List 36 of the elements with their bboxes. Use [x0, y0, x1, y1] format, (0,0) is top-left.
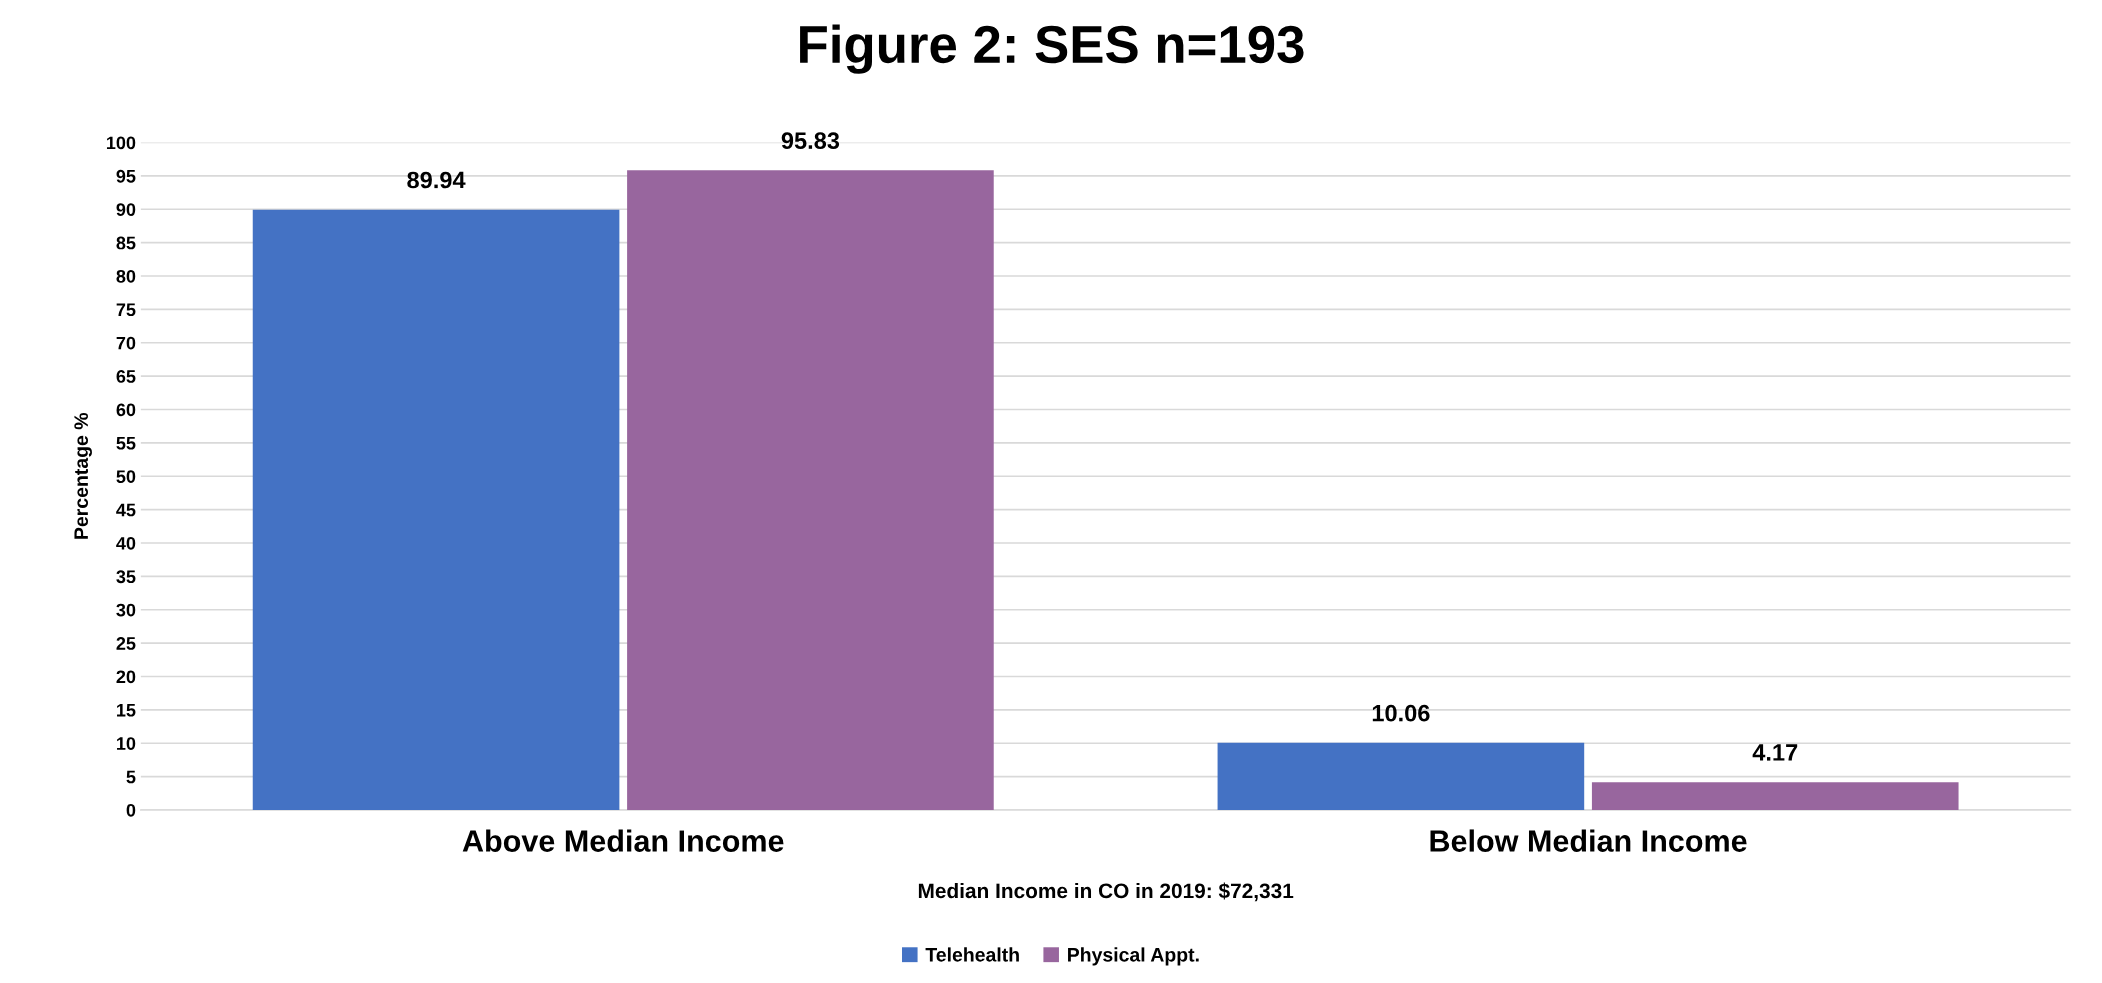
y-tick-label: 35 [116, 570, 136, 584]
legend-label: Telehealth [925, 947, 1019, 962]
y-tick-label: 40 [116, 536, 136, 550]
y-tick-label: 90 [116, 203, 136, 216]
data-label: 10.06 [1372, 704, 1430, 722]
y-tick-label: 45 [116, 503, 136, 517]
data-label: 89.94 [407, 171, 466, 189]
data-label: 95.83 [781, 132, 840, 150]
y-tick-label: 30 [116, 603, 136, 617]
y-tick-label: 60 [116, 403, 136, 417]
y-tick-label: 50 [116, 470, 136, 483]
y-tick-label: 25 [116, 637, 136, 650]
y-tick-label: 65 [116, 370, 136, 383]
y-tick-label: 5 [126, 770, 136, 784]
y-tick-label: 55 [116, 437, 136, 450]
y-tick-label: 70 [116, 336, 136, 350]
y-tick-label: 100 [106, 136, 136, 150]
y-tick-label: 80 [116, 269, 136, 283]
y-tick-label: 10 [117, 737, 136, 750]
chart-title: Figure 2: SES n=193 [800, 24, 1304, 74]
x-axis-title: Median Income in CO in 2019: $72,331 [918, 882, 1294, 902]
bar [627, 170, 994, 810]
data-label: 4.17 [1752, 744, 1798, 761]
y-tick-label: 85 [116, 236, 136, 250]
bar [1591, 782, 1959, 810]
y-tick-label: 20 [116, 670, 136, 684]
y-tick-label: 15 [117, 703, 136, 717]
y-axis-title: Percentage % [74, 413, 92, 539]
y-tick-label: 75 [116, 303, 136, 317]
bar [1217, 742, 1585, 810]
legend-label: Physical Appt. [1068, 947, 1199, 966]
x-tick-label: Above Median Income [462, 829, 784, 852]
y-tick-label: 95 [116, 169, 136, 183]
bar [252, 209, 620, 810]
y-tick-label: 0 [126, 803, 136, 817]
x-tick-label: Below Median Income [1430, 829, 1747, 852]
